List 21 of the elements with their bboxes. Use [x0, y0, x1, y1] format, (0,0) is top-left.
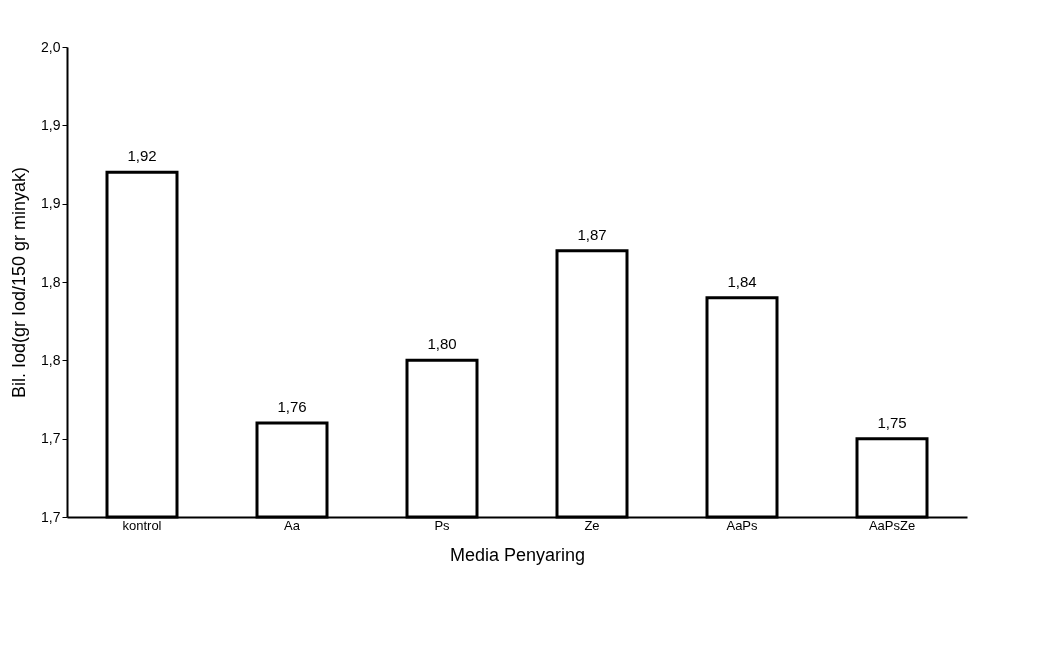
x-tick-label: Ps	[434, 517, 451, 533]
x-tick-label: Aa	[284, 517, 301, 533]
data-label: 1,76	[277, 398, 307, 415]
x-tick-label: AaPs	[726, 517, 759, 533]
x-tick-label: Ze	[584, 517, 600, 533]
y-tick-label: 1,7	[41, 430, 61, 447]
x-tick-label: kontrol	[122, 517, 162, 533]
y-tick-label: 1,8	[41, 351, 61, 368]
data-label: 1,75	[877, 413, 907, 431]
y-tick-label: 1,8	[41, 273, 61, 290]
y-tick-label: 1,9	[41, 116, 61, 133]
data-label: 1,87	[577, 225, 607, 243]
data-label: 1,92	[127, 147, 157, 165]
data-label: 1,84	[727, 272, 757, 290]
x-axis-title: Media Penyaring	[449, 544, 586, 565]
y-axis-title: Bil. Iod(gr Iod/150 gr minyak)	[9, 166, 30, 399]
y-tick-label: 2,0	[41, 38, 61, 55]
data-label: 1,80	[427, 335, 457, 353]
x-tick-label: AaPsZe	[868, 517, 916, 533]
y-tick-label: 1,7	[41, 508, 61, 525]
y-tick-label: 1,9	[41, 195, 61, 212]
